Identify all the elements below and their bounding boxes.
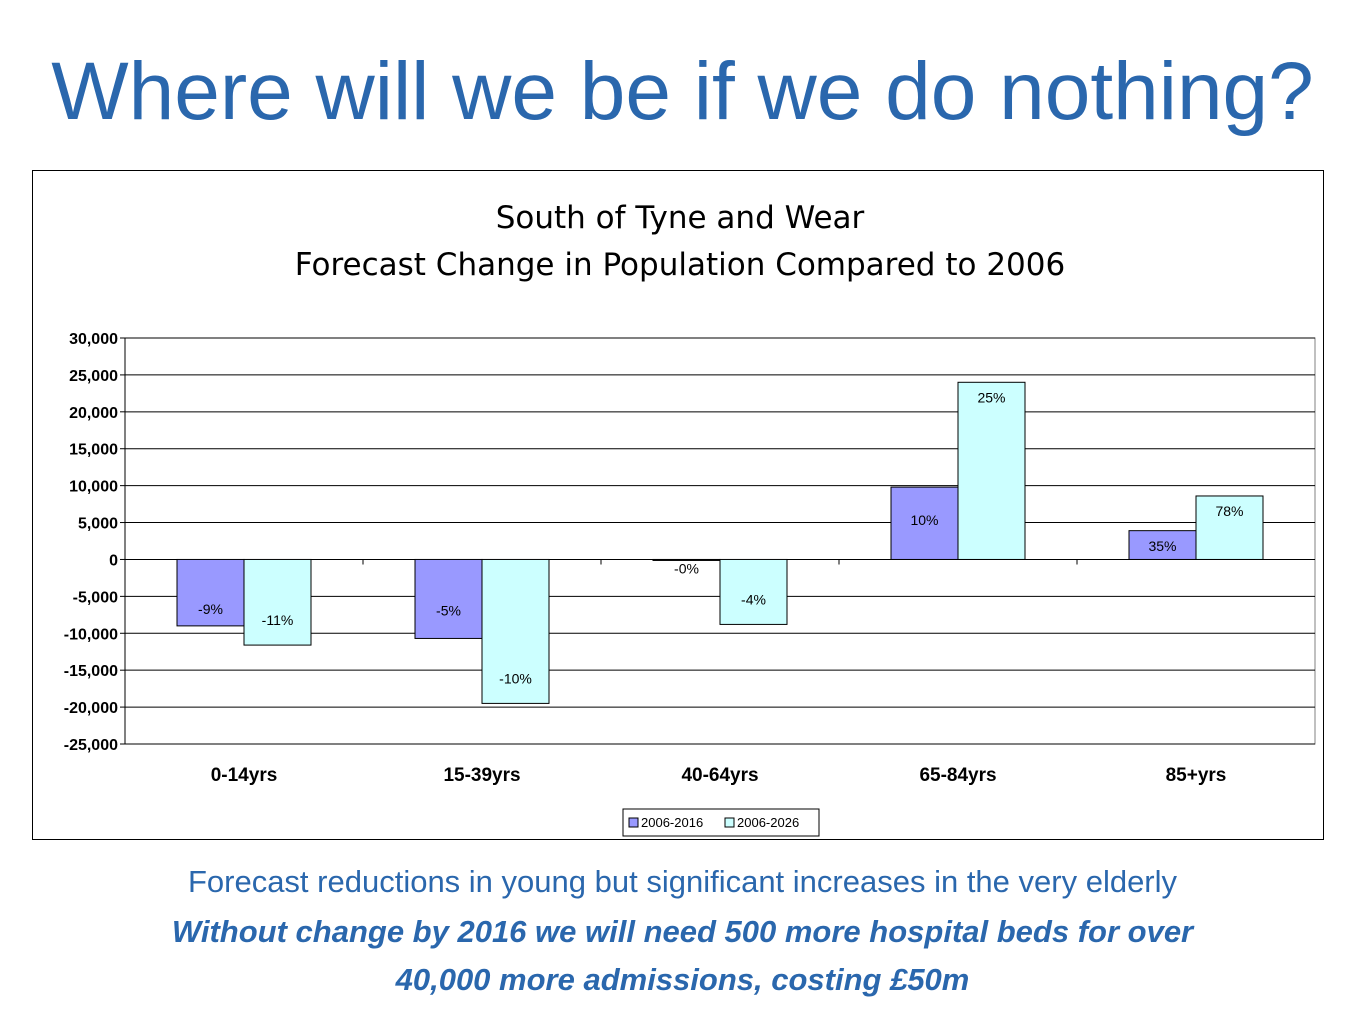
data-label: -9% [198, 601, 223, 617]
data-label: 78% [1215, 503, 1243, 519]
y-tick-label: -10,000 [64, 626, 118, 643]
legend: 2006-2016 2006-2026 [622, 808, 820, 837]
data-label: -4% [741, 591, 766, 607]
y-tick-label: 30,000 [69, 331, 118, 348]
plot-area: 30,000 25,000 20,000 15,000 10,000 5,000 0 -5,0… [64, 331, 1316, 786]
legend-swatch [724, 817, 735, 828]
plot-background [124, 337, 1316, 745]
data-label: 25% [977, 389, 1005, 405]
legend-label: 2006-2026 [737, 815, 799, 830]
population-chart: South of Tyne and Wear Forecast Change i… [64, 200, 1316, 837]
chart-title-line1: South of Tyne and Wear [496, 200, 865, 236]
x-category-label: 40-64yrs [681, 765, 758, 786]
bar-2006-2016 [414, 558, 483, 639]
caption-impact-line1: Without change by 2016 we will need 500 … [171, 914, 1194, 949]
slide-title: Where will we be if we do nothing? [51, 46, 1314, 137]
data-label: -5% [436, 602, 461, 618]
y-tick-label: -15,000 [64, 663, 118, 680]
y-tick-label: 0 [109, 552, 118, 569]
bar-2006-2026 [481, 558, 550, 704]
bar-2006-2026 [243, 558, 312, 646]
y-tick-label: -20,000 [64, 700, 118, 717]
x-category-label: 65-84yrs [919, 765, 996, 786]
caption-impact-line2: 40,000 more admissions, costing £50m [395, 962, 970, 997]
chart-frame: South of Tyne and Wear Forecast Change i… [32, 170, 1324, 840]
legend-swatch [628, 817, 639, 828]
data-label: 35% [1148, 538, 1176, 554]
chart-title-line2: Forecast Change in Population Compared t… [295, 247, 1065, 283]
y-tick-label: -25,000 [64, 737, 118, 754]
caption-summary: Forecast reductions in young but signifi… [187, 864, 1178, 899]
data-label: -10% [499, 670, 532, 686]
legend-label: 2006-2016 [641, 815, 703, 830]
data-label: 10% [910, 512, 938, 528]
data-label: -11% [262, 612, 294, 628]
y-tick-label: 20,000 [69, 405, 118, 422]
bar-2006-2026 [719, 558, 788, 625]
y-tick-label: 15,000 [69, 442, 118, 459]
y-tick-label: -5,000 [73, 589, 118, 606]
x-category-label: 0-14yrs [211, 765, 278, 786]
y-tick-label: 25,000 [69, 368, 118, 385]
caption-impact: Without change by 2016 we will need 500 … [0, 908, 1365, 1004]
bar-2006-2016 [1128, 530, 1197, 560]
bar-2006-2016 [890, 486, 959, 560]
x-category-label: 15-39yrs [443, 765, 520, 786]
bar-2006-2026 [957, 381, 1026, 560]
x-category-label: 85+yrs [1166, 765, 1227, 786]
legend-box [622, 808, 820, 837]
data-label: -0% [674, 560, 699, 576]
y-tick-label: 5,000 [78, 516, 118, 533]
bar-2006-2026 [1195, 495, 1264, 560]
bar-2006-2016 [176, 558, 245, 627]
y-tick-label: 10,000 [69, 479, 118, 496]
